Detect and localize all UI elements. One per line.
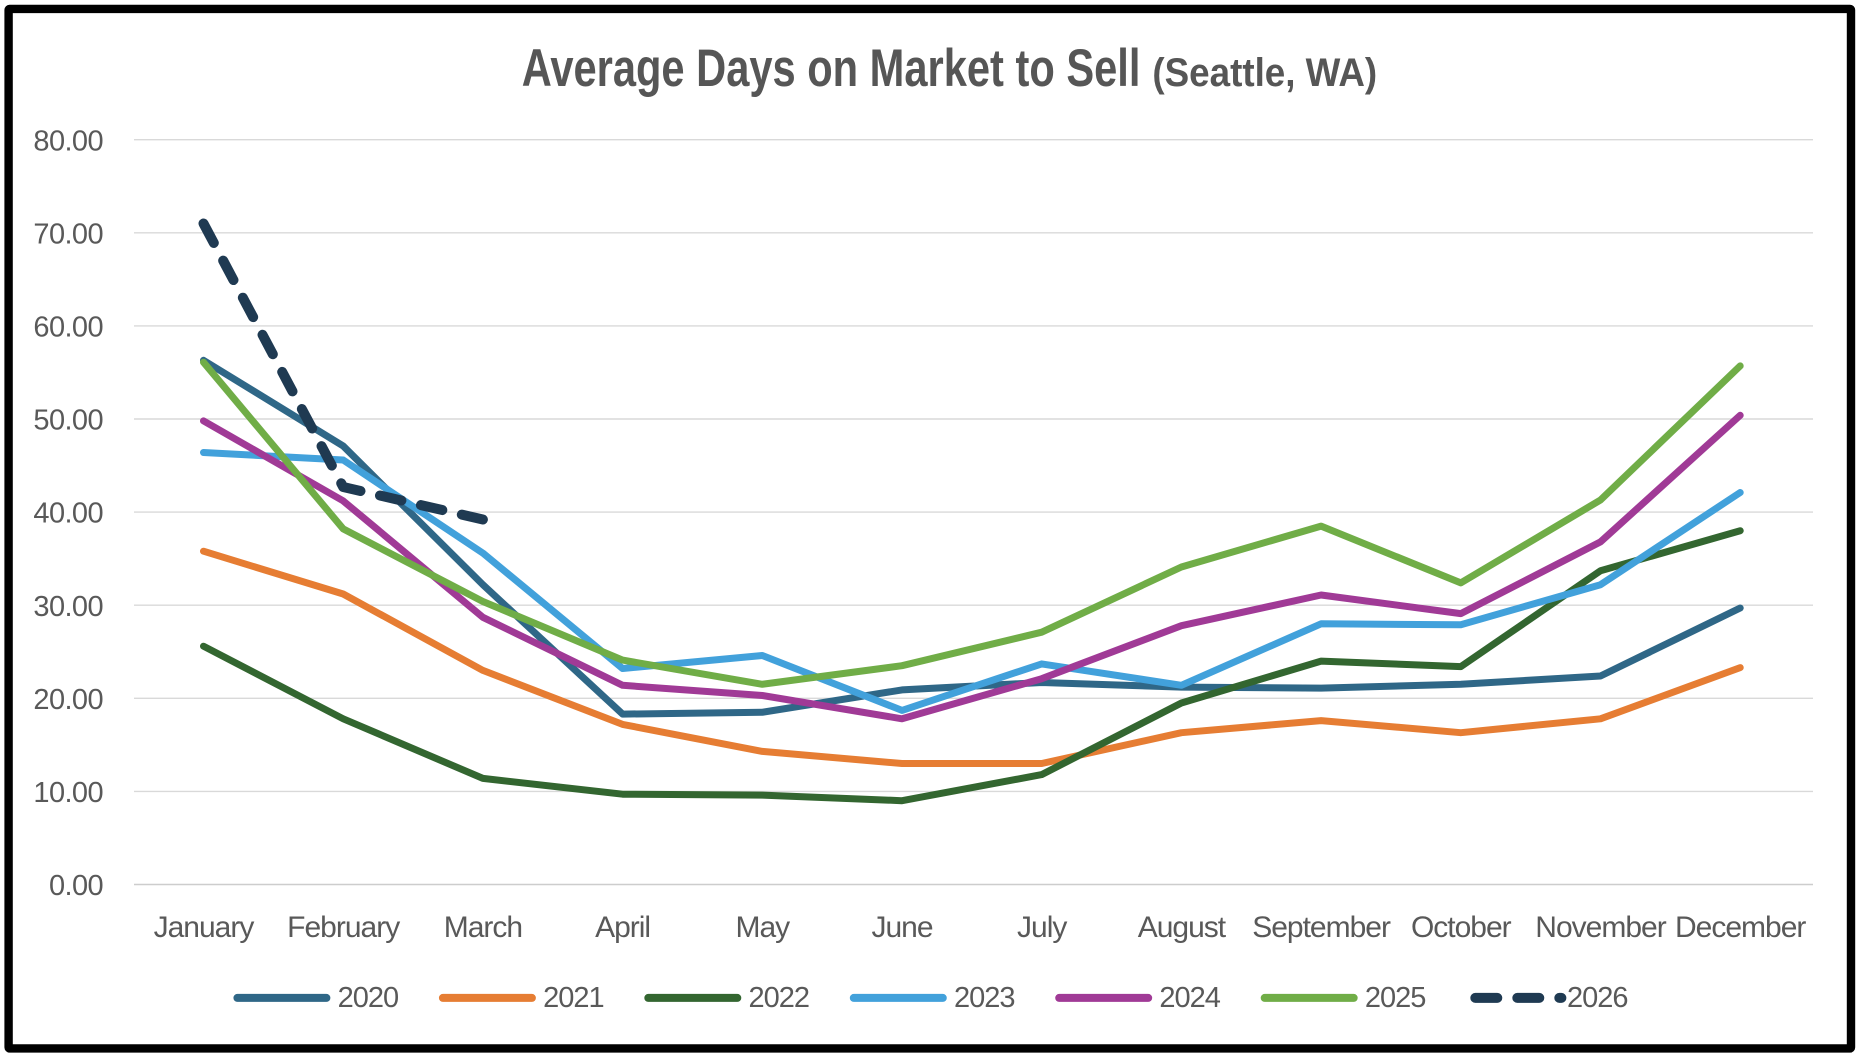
svg-text:80.00: 80.00 — [33, 125, 103, 157]
svg-text:October: October — [1411, 911, 1512, 944]
svg-text:0.00: 0.00 — [49, 870, 103, 902]
svg-text:June: June — [871, 911, 932, 944]
svg-text:December: December — [1675, 911, 1806, 944]
svg-text:2021: 2021 — [543, 982, 604, 1014]
svg-text:(Seattle, WA): (Seattle, WA) — [1152, 51, 1377, 95]
svg-text:30.00: 30.00 — [33, 591, 103, 623]
svg-text:April: April — [595, 911, 650, 944]
svg-text:10.00: 10.00 — [33, 777, 103, 809]
svg-text:February: February — [287, 911, 400, 944]
svg-text:2022: 2022 — [749, 982, 810, 1014]
svg-text:20.00: 20.00 — [33, 684, 103, 716]
svg-text:July: July — [1017, 911, 1067, 944]
svg-text:September: September — [1252, 911, 1391, 944]
svg-text:Average Days on Market to Sell: Average Days on Market to Sell — [522, 39, 1141, 98]
svg-text:August: August — [1138, 911, 1227, 944]
svg-text:70.00: 70.00 — [33, 218, 103, 250]
svg-text:2025: 2025 — [1365, 982, 1426, 1014]
svg-text:50.00: 50.00 — [33, 405, 103, 437]
svg-text:May: May — [735, 911, 790, 944]
svg-text:60.00: 60.00 — [33, 312, 103, 344]
svg-text:March: March — [444, 911, 522, 944]
svg-text:January: January — [154, 911, 255, 944]
svg-text:November: November — [1535, 911, 1666, 944]
svg-text:2024: 2024 — [1159, 982, 1220, 1014]
svg-text:2020: 2020 — [338, 982, 399, 1014]
svg-text:40.00: 40.00 — [33, 498, 103, 530]
svg-text:2023: 2023 — [954, 982, 1015, 1014]
svg-text:2026: 2026 — [1567, 982, 1628, 1014]
